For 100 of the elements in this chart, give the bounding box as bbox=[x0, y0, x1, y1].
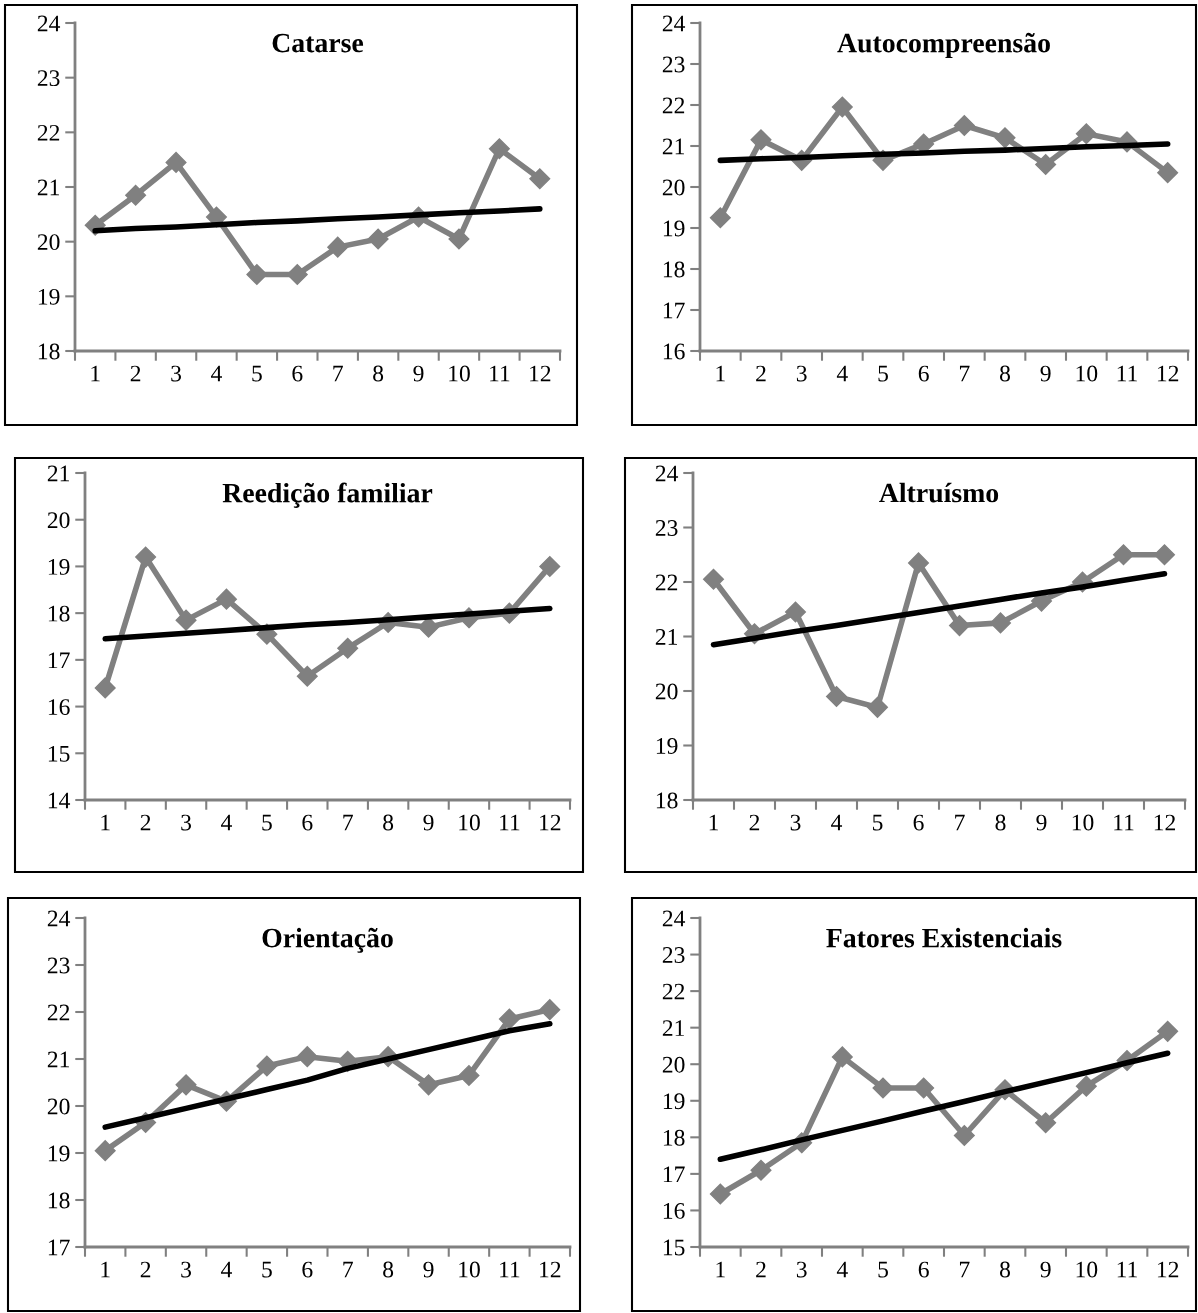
x-tick-label: 3 bbox=[171, 365, 182, 382]
x-tick-label: 9 bbox=[1036, 814, 1047, 831]
x-tick-label: 7 bbox=[955, 814, 965, 831]
x-tick-label: 8 bbox=[383, 814, 394, 831]
x-tick-label: 1 bbox=[101, 1261, 110, 1278]
x-tick-label: 9 bbox=[1040, 1261, 1051, 1278]
point bbox=[175, 1074, 197, 1096]
y-tick-label: 21 bbox=[47, 465, 69, 482]
point bbox=[1153, 544, 1176, 566]
y-tick-label: 21 bbox=[662, 1020, 684, 1036]
point bbox=[458, 1064, 480, 1086]
x-tick-label: 2 bbox=[130, 365, 141, 382]
x-tick-label: 4 bbox=[221, 814, 232, 831]
x-tick-label: 8 bbox=[373, 365, 384, 382]
point bbox=[1075, 123, 1097, 145]
y-tick-label: 22 bbox=[662, 97, 685, 114]
x-tick-label: 6 bbox=[913, 814, 924, 831]
x-tick-label: 7 bbox=[959, 365, 970, 382]
x-tick-label: 8 bbox=[1000, 365, 1010, 382]
point bbox=[367, 228, 389, 250]
x-tick-label: 1 bbox=[716, 365, 725, 382]
y-tick-label: 20 bbox=[47, 1098, 70, 1115]
y-tick-label: 20 bbox=[655, 683, 678, 700]
point bbox=[94, 1140, 116, 1162]
chart-title: Altruísmo bbox=[879, 482, 999, 503]
x-tick-label: 12 bbox=[1157, 365, 1179, 382]
point bbox=[709, 1183, 731, 1205]
point bbox=[907, 552, 930, 574]
y-tick-label: 23 bbox=[662, 947, 685, 963]
x-tick-label: 3 bbox=[790, 814, 801, 831]
x-tick-label: 1 bbox=[709, 814, 718, 831]
y-tick-label: 18 bbox=[48, 1192, 70, 1209]
point bbox=[750, 1159, 772, 1181]
x-tick-label: 9 bbox=[423, 814, 434, 831]
point bbox=[94, 677, 116, 699]
y-tick-label: 22 bbox=[47, 1004, 70, 1021]
x-tick-label: 8 bbox=[1000, 1261, 1010, 1278]
y-tick-label: 24 bbox=[662, 15, 686, 32]
x-tick-label: 10 bbox=[459, 814, 480, 831]
y-tick-label: 18 bbox=[656, 792, 678, 809]
y-tick-label: 22 bbox=[662, 983, 685, 1000]
x-tick-label: 3 bbox=[181, 1261, 192, 1278]
y-tick-label: 20 bbox=[662, 1056, 685, 1073]
point bbox=[866, 696, 889, 718]
x-tick-label: 5 bbox=[872, 814, 883, 831]
x-tick-label: 11 bbox=[1114, 814, 1134, 831]
x-tick-label: 4 bbox=[836, 1261, 848, 1278]
x-tick-label: 3 bbox=[181, 814, 192, 831]
y-tick-label: 17 bbox=[663, 302, 685, 319]
chart-title: Reedição familiar bbox=[222, 482, 433, 508]
point bbox=[872, 1077, 894, 1099]
point bbox=[1035, 1112, 1057, 1134]
x-tick-label: 7 bbox=[343, 814, 353, 831]
y-tick-label: 23 bbox=[37, 70, 60, 87]
point bbox=[448, 228, 470, 250]
y-tick-label: 24 bbox=[662, 910, 686, 927]
chart-title: Autocompreensão bbox=[837, 32, 1050, 59]
y-tick-label: 15 bbox=[663, 1239, 685, 1256]
point bbox=[539, 555, 561, 577]
x-tick-label: 2 bbox=[140, 814, 151, 831]
y-tick-label: 14 bbox=[48, 792, 71, 809]
y-tick-label: 18 bbox=[663, 261, 685, 278]
point bbox=[1075, 1075, 1097, 1097]
point bbox=[913, 1077, 935, 1099]
y-tick-label: 22 bbox=[655, 574, 678, 591]
point bbox=[488, 138, 510, 160]
y-tick-label: 16 bbox=[663, 1203, 685, 1219]
point bbox=[953, 1124, 975, 1147]
y-tick-label: 16 bbox=[663, 343, 685, 360]
x-tick-label: 5 bbox=[262, 814, 272, 831]
point bbox=[246, 263, 268, 285]
chart-title: Fatores Existenciais bbox=[826, 927, 1062, 948]
x-tick-label: 10 bbox=[1072, 814, 1094, 831]
y-tick-label: 16 bbox=[48, 699, 70, 715]
x-tick-label: 9 bbox=[423, 1261, 434, 1278]
x-tick-label: 4 bbox=[211, 365, 222, 382]
point bbox=[256, 1055, 278, 1077]
x-tick-label: 12 bbox=[1157, 1261, 1179, 1278]
point bbox=[953, 114, 975, 137]
point bbox=[135, 546, 157, 568]
x-tick-label: 1 bbox=[716, 1261, 725, 1278]
y-tick-label: 20 bbox=[37, 234, 60, 251]
y-tick-label: 15 bbox=[48, 745, 70, 762]
x-tick-label: 9 bbox=[1040, 365, 1051, 382]
point bbox=[750, 129, 772, 151]
point bbox=[989, 612, 1012, 634]
x-tick-label: 5 bbox=[252, 365, 262, 382]
y-tick-label: 20 bbox=[662, 179, 685, 196]
y-tick-label: 19 bbox=[656, 738, 678, 754]
point bbox=[709, 207, 731, 229]
y-tick-label: 18 bbox=[48, 605, 70, 622]
point bbox=[215, 588, 237, 610]
point bbox=[784, 601, 807, 623]
y-tick-label: 23 bbox=[47, 957, 70, 974]
x-tick-label: 11 bbox=[1117, 1261, 1137, 1278]
x-tick-label: 3 bbox=[796, 365, 807, 382]
point bbox=[296, 1046, 318, 1068]
x-tick-label: 12 bbox=[530, 365, 551, 382]
y-tick-label: 19 bbox=[48, 1145, 70, 1162]
y-tick-label: 18 bbox=[663, 1129, 685, 1146]
